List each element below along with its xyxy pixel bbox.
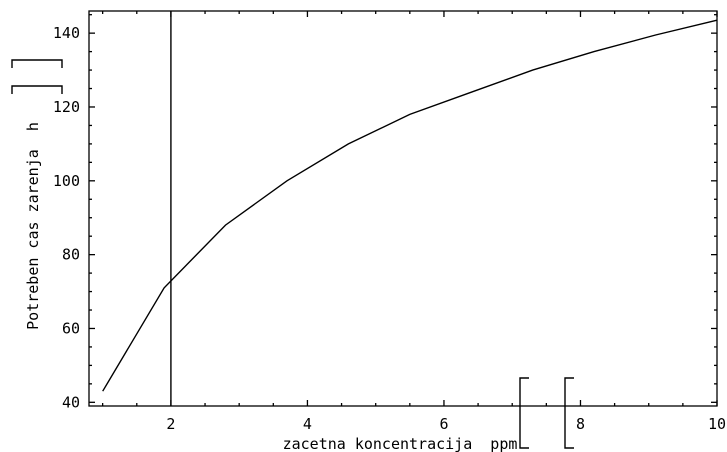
x-tick-label: 6 bbox=[439, 415, 448, 433]
y-tick-label: 80 bbox=[62, 246, 80, 264]
unit-brackets bbox=[11, 59, 574, 449]
y-tick-label: 100 bbox=[53, 172, 80, 190]
plot-frame bbox=[88, 10, 718, 407]
y-tick-label: 120 bbox=[53, 98, 80, 116]
series-line bbox=[102, 19, 718, 392]
series-group bbox=[102, 11, 718, 406]
y-tick-label: 40 bbox=[62, 393, 80, 411]
y-unit-bracket-top bbox=[11, 59, 63, 68]
x-unit-bracket-left bbox=[519, 377, 529, 449]
y-tick-label: 140 bbox=[53, 24, 80, 42]
plot-border bbox=[88, 10, 718, 407]
y-axis-ticks: 40 60 80 100 120 140 bbox=[53, 14, 717, 411]
y-unit-bracket-bottom bbox=[11, 85, 63, 94]
x-tick-label: 2 bbox=[166, 415, 175, 433]
x-axis-label: zacetna koncentracija ppm bbox=[283, 435, 518, 452]
x-tick-label: 8 bbox=[576, 415, 585, 433]
y-axis-label: Potreben cas zarenja h bbox=[24, 122, 42, 330]
x-tick-label: 10 bbox=[708, 415, 726, 433]
x-tick-label: 4 bbox=[303, 415, 312, 433]
x-axis-ticks: 2 4 6 8 10 bbox=[102, 11, 726, 433]
x-unit-bracket-right bbox=[564, 377, 574, 449]
y-tick-label: 60 bbox=[62, 319, 80, 337]
